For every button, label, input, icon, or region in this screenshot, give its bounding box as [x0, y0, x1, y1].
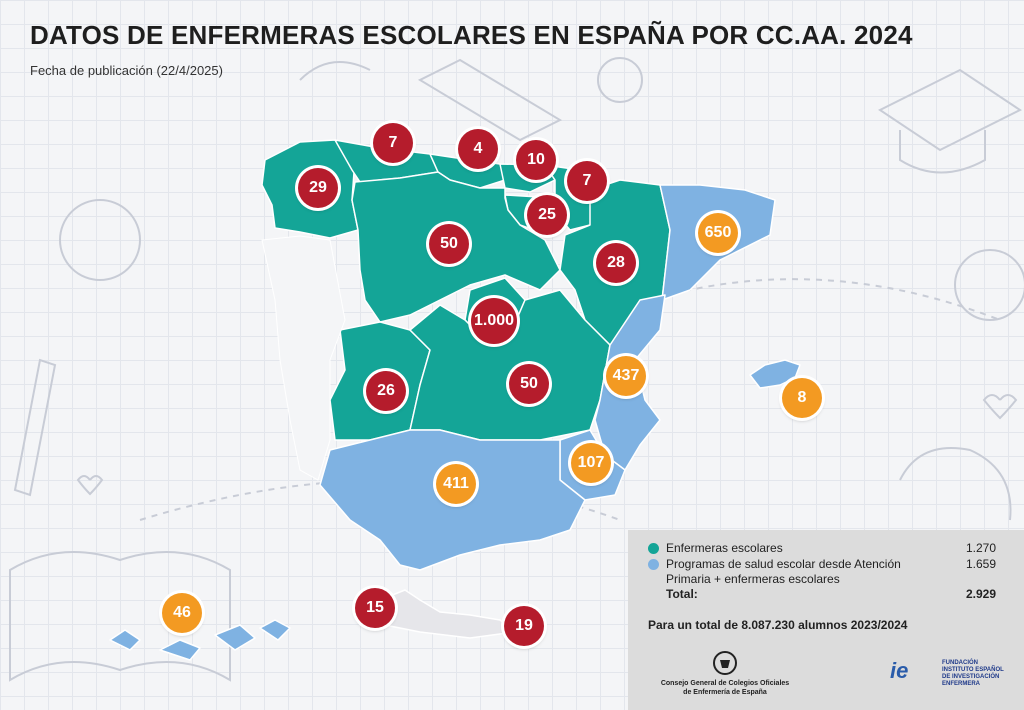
badge-navarra: 7 — [567, 161, 607, 201]
heart-doodle — [982, 394, 1018, 420]
legend-programas-label-1: Programas de salud escolar desde Atenció… — [666, 557, 901, 571]
legend-enfermeras-label: Enfermeras escolares — [666, 541, 783, 555]
badge-aragon: 28 — [596, 243, 636, 283]
org2-line2: INSTITUTO ESPAÑOL — [942, 667, 1004, 673]
region-baleares — [749, 359, 801, 389]
palette-doodle — [59, 199, 141, 281]
legend-programas-label-2: Primaria + enfermeras escolares — [666, 572, 840, 586]
legend-enfermeras-swatch — [648, 543, 659, 554]
region-canarias — [109, 619, 291, 661]
org2-line3: DE INVESTIGACIÓN — [942, 674, 1000, 680]
legend-total-label: Total: — [666, 587, 698, 601]
publication-date: Fecha de publicación (22/4/2025) — [30, 63, 223, 78]
legend-alumnos: Para un total de 8.087.230 alumnos 2023/… — [648, 618, 908, 632]
badge-castilla-leon: 50 — [429, 224, 469, 264]
badge-galicia: 29 — [298, 168, 338, 208]
logo-fundacion-ie: ie FUNDACIÓN INSTITUTO ESPAÑOL DE INVEST… — [890, 660, 1020, 688]
badge-la-rioja: 25 — [527, 195, 567, 235]
badge-castilla-la-mancha: 50 — [509, 364, 549, 404]
legend-total-value: 2.929 — [965, 587, 996, 601]
legend-programas-value: 1.659 — [965, 557, 996, 571]
ruler-doodle — [417, 58, 563, 142]
backpack-doodle — [899, 447, 1012, 521]
badge-canarias: 46 — [162, 593, 202, 633]
org2-line1: FUNDACIÓN — [942, 660, 978, 666]
badge-murcia: 107 — [571, 443, 611, 483]
badge-baleares: 8 — [782, 378, 822, 418]
badge-cataluna: 650 — [698, 213, 738, 253]
globe-doodle — [954, 249, 1024, 321]
badge-andalucia: 411 — [436, 464, 476, 504]
badge-cantabria: 4 — [458, 129, 498, 169]
crest-icon — [713, 651, 737, 675]
book-doodle — [9, 551, 231, 682]
pencil-doodle — [13, 358, 57, 497]
ie-logo-mark: ie — [890, 658, 909, 683]
logo-consejo-general: Consejo General de Colegios Oficiales de… — [650, 650, 800, 697]
badge-melilla: 19 — [504, 606, 544, 646]
org1-line1: Consejo General de Colegios Oficiales — [660, 680, 790, 687]
badge-madrid: 1.000 — [471, 298, 517, 344]
badge-pais-vasco: 10 — [516, 140, 556, 180]
legend-programas-swatch — [648, 559, 659, 570]
org1-line2: de Enfermería de España — [683, 689, 767, 696]
badge-extremadura: 26 — [366, 371, 406, 411]
graduation-cap-doodle — [878, 68, 1022, 152]
org2-line4: ENFERMERA — [942, 681, 981, 687]
page-title: DATOS DE ENFERMERAS ESCOLARES EN ESPAÑA … — [30, 20, 913, 50]
badge-comunidad-valenciana: 437 — [606, 356, 646, 396]
region-ceuta-area — [379, 589, 516, 639]
badge-asturias: 7 — [373, 123, 413, 163]
legend-enfermeras-value: 1.270 — [965, 541, 996, 555]
legend-panel: Enfermeras escolares 1.270 Programas de … — [628, 530, 1024, 710]
portugal-outline — [261, 235, 346, 481]
badge-ceuta: 15 — [355, 588, 395, 628]
